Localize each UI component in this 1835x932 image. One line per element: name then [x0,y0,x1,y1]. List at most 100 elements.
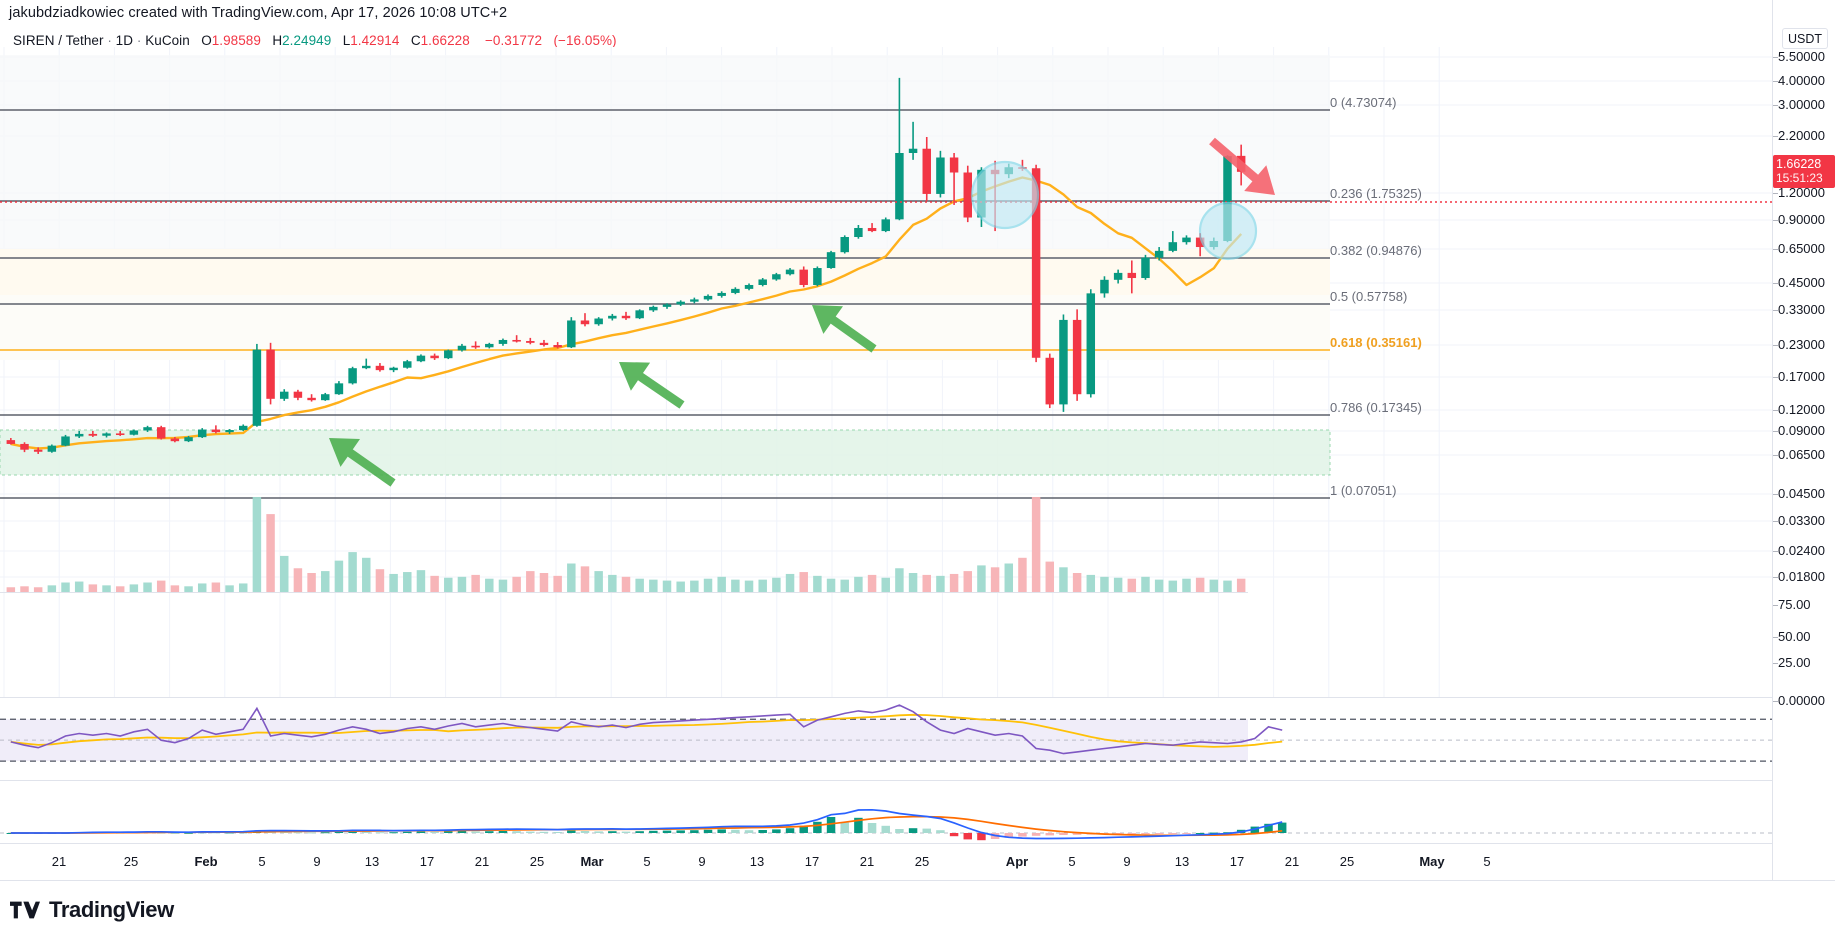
volume-bar [389,573,398,592]
time-axis[interactable]: 21 25 Feb 5 9 13 17 21 25 Mar 5 9 13 17 21 25 Apr 5 9 13 17 2… [0,843,1772,881]
macd-histogram-bar [471,831,480,833]
macd-histogram-bar [977,833,986,841]
price-scale-tick-label: 0.00000 [1778,693,1825,708]
fib-level-label: 0.5 (0.57758) [1330,289,1408,304]
volume-bar [33,587,43,592]
legend-exchange[interactable]: KuCoin [145,33,190,48]
volume-bar [88,584,98,592]
candle-body [676,301,685,305]
last-price-badge: 1.66228 15:51:23 [1773,155,1835,188]
volume-bar [1100,576,1109,592]
candle-body [321,394,330,401]
tradingview-mark-icon [10,901,40,919]
volume-bar [143,582,152,592]
price-scale-tick-mark [1773,494,1778,495]
price-scale-tick-mark [1773,220,1778,221]
macd-histogram-bar [1031,833,1041,836]
time-axis-label: 5 [258,854,266,869]
price-scale-tick-mark [1773,310,1778,311]
price-scale[interactable]: 5.50000 4.00000 3.00000 2.20000 1.20000 0.900… [1772,0,1835,880]
rsi-moving-average [10,713,1283,748]
legend-dot-1: · [107,33,112,48]
legend-high-value: 2.24949 [282,33,332,48]
candle-body [881,219,890,232]
legend-low-value: 1.42914 [350,33,400,48]
time-axis-label: 21 [859,854,875,869]
volume-bar [403,572,412,592]
candle-body [6,440,16,444]
time-axis-label: 13 [1174,854,1190,869]
volume-bar [813,575,822,592]
price-scale-tick-mark [1773,551,1778,552]
price-pane[interactable] [0,47,1772,697]
volume-bar [348,552,357,592]
rsi-chart-svg[interactable] [0,698,1772,780]
currency-badge[interactable]: USDT [1782,28,1828,49]
price-scale-tick-mark [1773,431,1778,432]
volume-bar [690,580,699,592]
price-scale-tick-label: 50.00 [1778,629,1811,644]
candle-body [88,433,98,436]
price-scale-tick-label: 0.01800 [1778,569,1825,584]
legend-symbol[interactable]: SIREN / Tether [13,33,104,48]
macd-histogram-bar [963,833,972,840]
legend-interval[interactable]: 1D [115,33,134,48]
price-scale-tick-label: 5.50000 [1778,49,1825,64]
volume-bar [266,514,275,592]
volume-bar [280,555,289,592]
time-axis-label: 13 [364,854,380,869]
macd-histogram-bar [348,831,357,833]
price-scale-tick-mark [1773,105,1778,106]
price-scale-tick-label: 0.06500 [1778,447,1825,462]
candle-body [143,427,152,431]
volume-bar [225,585,234,592]
volume-bar [1154,579,1164,592]
fibonacci-retracement[interactable] [0,109,1330,499]
macd-pane[interactable] [0,780,1772,843]
time-axis-label: 5 [1483,854,1491,869]
volume-bar [321,571,330,592]
candle-body [703,295,713,300]
volume-bar [567,563,576,592]
candle-body [772,274,781,280]
volume-bar [881,577,890,592]
candle-body [375,365,385,371]
price-scale-tick-label: 0.02400 [1778,543,1825,558]
bullish-arrow-1 [329,438,396,487]
macd-histogram-bar [840,822,849,833]
volume-bar [785,573,795,592]
macd-histogram-bar [594,831,603,833]
candle-body [799,269,808,285]
candle-body [553,345,562,348]
candle-body [197,429,207,438]
time-axis-label: Feb [194,854,218,869]
candle-body [908,148,918,154]
price-scale-tick-mark [1773,193,1778,194]
volume-bar [1059,567,1068,592]
candle-body [744,284,754,289]
price-chart-svg[interactable] [0,47,1772,697]
macd-histogram-bar [744,830,754,833]
candle-body [936,157,945,194]
rsi-pane[interactable] [0,697,1772,780]
macd-histogram-bar [854,817,863,833]
volume-bar [826,578,836,592]
candle-body [635,310,644,319]
legend-close-label: C [410,33,421,48]
volume-bar [238,583,248,592]
time-axis-label: 9 [698,854,706,869]
macd-histogram-bar [512,831,521,833]
price-scale-tick-mark [1773,455,1778,456]
volume-bar [444,577,453,592]
time-axis-label: 9 [313,854,321,869]
macd-chart-svg[interactable] [0,781,1772,843]
volume-bar [621,576,631,592]
volume-bar [457,576,467,592]
macd-histogram-bar [307,832,316,834]
candle-body [758,279,767,285]
volume-bar [635,578,644,592]
candle-body [47,445,57,452]
macd-histogram-bar [949,833,959,837]
macd-histogram-bar [936,830,945,833]
